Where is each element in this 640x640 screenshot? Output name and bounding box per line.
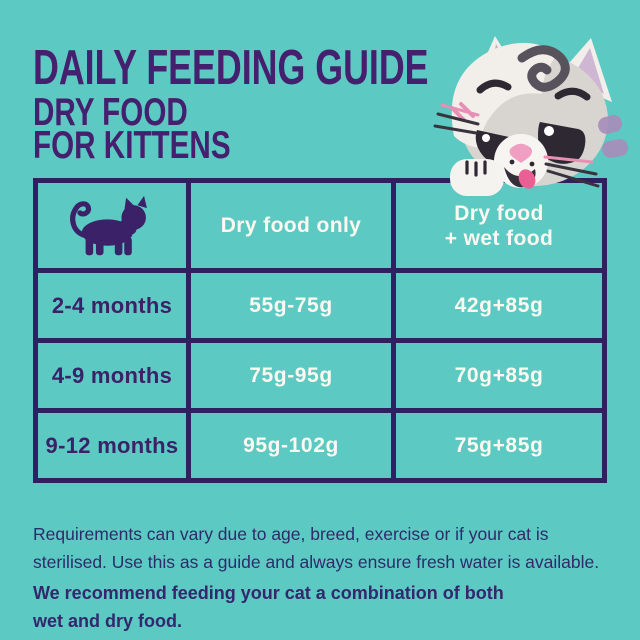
age-label: 4-9 months — [51, 362, 173, 388]
feeding-guide-table: Dry food only Dry food + wet food 2-4 mo… — [33, 178, 607, 483]
dry-plus-wet-value: 70g+85g — [454, 363, 544, 387]
header-label-dry-wet-line1: Dry food — [454, 201, 544, 225]
age-label: 9-12 months — [45, 432, 179, 458]
table-row-age: 9-12 months — [38, 413, 186, 478]
dry-plus-wet-value: 75g+85g — [454, 433, 544, 457]
table-row-age: 2-4 months — [38, 273, 186, 338]
requirements-note: Requirements can vary due to age, breed,… — [33, 523, 600, 572]
page-subtitle: DRY FOOD FOR KITTENS — [33, 91, 231, 167]
table-row-dry-only: 75g-95g — [191, 343, 391, 408]
table-header-age — [38, 183, 186, 268]
header-label-dry-only: Dry food only — [220, 214, 362, 237]
cat-silhouette-icon — [70, 195, 147, 255]
page-title: DAILY FEEDING GUIDE — [33, 41, 429, 95]
dry-only-value: 55g-75g — [249, 293, 333, 317]
age-label: 2-4 months — [51, 292, 173, 318]
table-header-dry-only: Dry food only — [191, 183, 391, 268]
table-row-dry-only: 95g-102g — [191, 413, 391, 478]
dry-only-value: 75g-95g — [249, 363, 333, 387]
dry-plus-wet-value: 42g+85g — [454, 293, 544, 317]
dry-only-value: 95g-102g — [243, 433, 339, 457]
table-row-dry-plus-wet: 42g+85g — [396, 273, 602, 338]
table-row-dry-plus-wet: 75g+85g — [396, 413, 602, 478]
table-row-age: 4-9 months — [38, 343, 186, 408]
table-row-dry-only: 55g-75g — [191, 273, 391, 338]
header-label-dry-wet-line2: + wet food — [444, 226, 554, 250]
subtitle-line-2: FOR KITTENS — [33, 124, 231, 167]
table-header-dry-plus-wet: Dry food + wet food — [396, 183, 602, 268]
subtitle-line-1: DRY FOOD — [33, 91, 188, 134]
table-row-dry-plus-wet: 70g+85g — [396, 343, 602, 408]
kitten-illustration — [428, 28, 633, 196]
recommendation-note: We recommend feeding your cat a combinat… — [33, 583, 504, 631]
